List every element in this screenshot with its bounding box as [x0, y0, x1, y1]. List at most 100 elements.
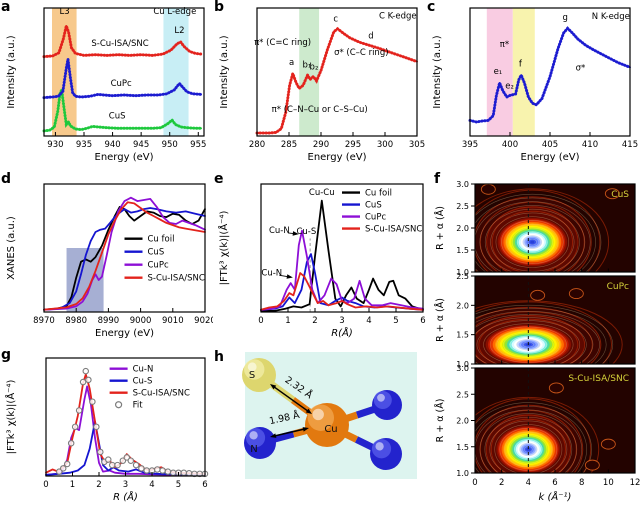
annotation: d [368, 31, 373, 41]
atom-specular [247, 362, 257, 372]
dark-spot [548, 382, 564, 394]
x-tick-label: 300 [377, 140, 393, 150]
x-tick-label: 4 [149, 480, 154, 490]
panel-g: g 0 1 2 3 4 5 6 R (Å) |FTk³ χ(k)|(Å⁻⁴) Cu-N Cu-S S-… [0, 347, 213, 513]
contour-ring [484, 208, 580, 272]
x-tick-label: 6 [420, 316, 425, 326]
arrow-head [270, 433, 277, 438]
y-tick-label: 2.5 [456, 390, 469, 399]
x-axis-label: Energy (eV) [95, 328, 154, 339]
contour-ring [501, 220, 564, 265]
annotation: Cu-Cu [309, 188, 335, 198]
x-tick-label: 305 [409, 140, 425, 150]
fit-point [132, 461, 140, 469]
y-tick-label: 1.0 [456, 268, 469, 277]
arrow-head [292, 231, 299, 236]
y-axis-label: R + α (Å) [434, 399, 446, 443]
y-axis-label: |FTk³ χ(k)|(Å⁻⁴) [217, 211, 230, 286]
fit-point [55, 468, 63, 475]
dark-spot [480, 184, 496, 195]
contour-ring [475, 193, 602, 272]
fit-point [123, 454, 131, 461]
highlight-band [486, 8, 513, 136]
y-axis-label: XANES (a.u.) [6, 216, 17, 280]
x-tick-label: 3 [123, 480, 128, 490]
annotation: Cu-N [261, 268, 282, 278]
fit-point [67, 439, 75, 447]
contour-ring [475, 317, 587, 364]
annotation: e₁ [494, 67, 503, 77]
y-axis-label: Intensity (a.u.) [6, 35, 17, 108]
x-tick-label: 5 [393, 316, 398, 326]
contour-ring [486, 206, 579, 272]
annotation: b₁ [303, 61, 312, 71]
arrow-head [286, 274, 293, 279]
x-tick-label: 410 [582, 140, 598, 150]
contour-ring [475, 188, 610, 272]
series-cupc [260, 229, 424, 311]
x-tick-label: 8 [579, 478, 584, 488]
x-tick-label: 415 [622, 140, 638, 150]
y-axis-label: R + α (Å) [434, 206, 446, 250]
legend-marker [114, 401, 123, 409]
y-tick-label: 2.0 [456, 417, 469, 426]
legend-label: Cu-S [133, 377, 153, 387]
annotation: π* (C=C ring) [254, 38, 311, 48]
panel-e: e 0 1 2 3 4 5 6 R(Å) |FTk³ χ(k)|(Å⁻⁴) Cu-Cu Cu-S Cu… [213, 171, 433, 348]
subplot-label: CuS [611, 190, 629, 200]
axes-box [43, 7, 205, 137]
annotation: Cu L-edge [153, 7, 196, 17]
x-axis-label: Energy (eV) [521, 152, 580, 163]
panel-b-letter: b [214, 0, 225, 15]
contour-ring [506, 223, 559, 261]
y-tick-label: 1.5 [456, 443, 469, 452]
fit-point [89, 398, 96, 405]
x-tick-label: 8990 [98, 316, 120, 326]
panel-c-plot: 395 400 405 410 415 Energy (eV) Intensity (a.u… [432, 7, 638, 163]
x-tick-label: 935 [76, 140, 92, 150]
x-tick-label: 2 [499, 478, 504, 488]
contour-ring [483, 323, 574, 364]
fit-point [119, 457, 127, 464]
y-axis-label: Intensity (a.u.) [432, 35, 443, 108]
atom-specular [312, 408, 324, 421]
highlight-band [299, 8, 320, 136]
annotation: f [519, 60, 523, 70]
contour-ring [517, 231, 548, 253]
dark-spot [604, 188, 620, 200]
x-tick-label: 5 [176, 480, 181, 490]
panel-h-letter: h [214, 349, 224, 365]
fit-point [82, 367, 90, 375]
panel-d: d 8970 8980 8990 9000 9010 9020 Energy (eV) XAN… [0, 171, 213, 348]
contour-ring [475, 311, 600, 364]
panel-f-plot: CuS 1.0 1.5 2.0 2.5 3.0 R + α (Å) CuPc 1.0 1.5 2.0… [434, 180, 640, 503]
arrow-line [272, 385, 310, 413]
annotation: CuPc [111, 79, 132, 89]
legend-label: CuPc [365, 213, 386, 223]
series-markers [468, 26, 632, 124]
annotation: CuS [109, 112, 126, 122]
contour-ring [475, 197, 596, 272]
y-axis-label: R + α (Å) [434, 298, 446, 342]
contour-ring [475, 311, 593, 364]
series-s-cu-isa-snc [260, 272, 424, 311]
annotation: L3 [59, 7, 69, 17]
y-tick-label: 1.0 [456, 360, 469, 369]
fit-point [105, 456, 112, 463]
series-markers [42, 58, 203, 100]
y-axis-label: |FTk³ χ(k)|(Å⁻⁴) [4, 380, 17, 455]
annotation: π* (C–N–Cu or C–S–Cu) [272, 105, 368, 115]
fit-point [169, 469, 177, 476]
fit-point [127, 457, 135, 464]
fit-point [180, 469, 188, 476]
y-axis-label: Intensity (a.u.) [219, 35, 230, 108]
x-tick-label: 9010 [162, 316, 184, 326]
panel-f: f CuS 1.0 1.5 2.0 2.5 3.0 R + α (Å) CuPc 1.0 1.5 2… [433, 171, 640, 513]
x-tick-label: 400 [502, 140, 518, 150]
panel-b: b 280 285 290 295 300 305 Energy (eV) Intensity… [213, 0, 426, 172]
y-tick-label: 2.0 [456, 301, 469, 310]
panel-b-plot: 280 285 290 295 300 305 Energy (eV) Intensity (… [219, 7, 425, 163]
contour-ring [490, 418, 566, 473]
